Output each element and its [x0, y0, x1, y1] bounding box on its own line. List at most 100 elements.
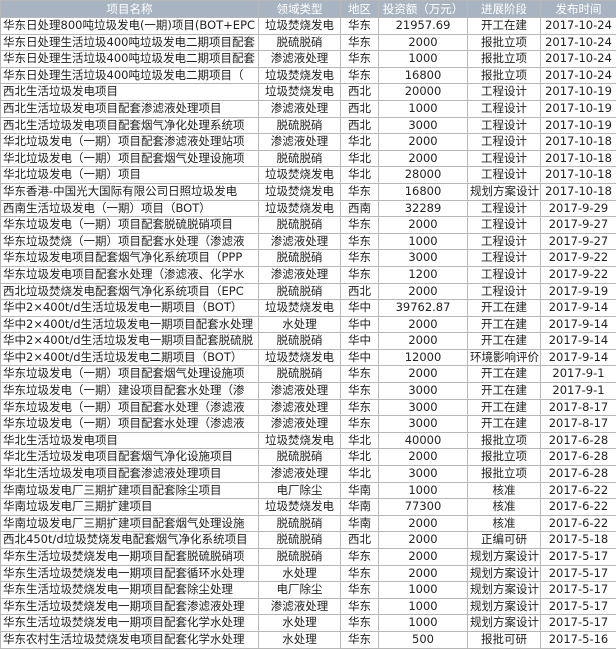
table-cell: 工程设计 [467, 166, 541, 184]
table-cell: 工程设计 [467, 265, 541, 284]
table-row: 华东垃圾发电（一期）建设项目配套水处理（渗 渗滤液处理 华东 3000 开工在建 2017… [0, 382, 616, 400]
table-cell: 工程设计 [467, 133, 541, 151]
table-row: 华东垃圾发电（一期）项目配套水处理（渗滤液 渗滤液处理 华东 3000 开工在建 2017… [0, 415, 616, 433]
table-cell: 渗滤液处理 [258, 398, 341, 417]
table-cell: 水处理 [258, 315, 341, 334]
table-cell: 华东生活垃圾焚烧发电一期项目配套除尘处理 [0, 581, 259, 599]
table-row: 华东生活垃圾焚烧发电一期项目配套除尘处理 电厂除尘 华东 1000 规划方案设计 2017… [0, 581, 616, 599]
table-cell: 垃圾焚烧发电 [258, 83, 341, 101]
table-cell: 华东垃圾发电（一期）项目配套烟气处理设施项 [0, 365, 259, 384]
table-cell: 水处理 [258, 564, 341, 583]
table-cell: 水处理 [258, 614, 341, 632]
table-cell: 2017-5-18 [540, 531, 616, 549]
table-cell: 1000 [378, 597, 468, 616]
table-cell: 华北垃圾发电（一期）项目配套烟气处理设施项 [0, 149, 259, 168]
table-cell: 华东垃圾发电（一期）项目配套水处理（渗滤液 [0, 398, 259, 417]
table-cell: 西北垃圾焚烧发电配套烟气净化系统项目（EPC [0, 282, 259, 301]
table-cell: 西北 [340, 282, 379, 301]
table-cell: 华东垃圾发电（一期）项目配套水处理（渗滤液 [0, 415, 259, 433]
table-cell: 2017-9-22 [540, 249, 616, 267]
table-cell: 2000 [378, 514, 468, 533]
table-cell: 华南垃圾发电厂三期扩建项目配套除尘项目 [0, 481, 259, 500]
table-cell: 垃圾焚烧发电 [258, 66, 341, 85]
table-cell: 西南 [340, 199, 379, 218]
table-row: 华南垃圾发电厂三期扩建项目配套除尘项目 电厂除尘 华南 1000 核准 2017-6-22 [0, 481, 616, 500]
table-cell: 华东 [340, 415, 379, 433]
table-cell: 3000 [378, 116, 468, 135]
table-cell: 2000 [378, 548, 468, 566]
table-cell: 垃圾焚烧发电 [258, 348, 341, 367]
header-row: 项目名称 领域类型 地区 投资额（万元） 进展阶段 发布时间 [0, 0, 616, 18]
table-cell: 2017-10-24 [540, 66, 616, 85]
table-cell: 32289 [378, 199, 468, 218]
table-cell: 水处理 [258, 630, 341, 649]
table-row: 华东生活垃圾焚烧发电一期项目配套渗滤液处理 渗滤液处理 华东 1000 规划方案设计 20… [0, 597, 616, 616]
table-row: 华中2×400t/d生活垃圾发电一期项目配套脱硫脱 脱硫脱硝 华中 2000 开工在建 2… [0, 332, 616, 350]
table-cell: 500 [378, 630, 468, 649]
table-row: 华东垃圾发电（一期）项目配套水处理（渗滤液 渗滤液处理 华东 3000 开工在建 2017… [0, 398, 616, 417]
table-row: 西北生活垃圾发电项目配套烟气净化处理系统项 脱硫脱硝 西北 3000 工程设计 2017-… [0, 116, 616, 135]
table-cell: 渗滤液处理 [258, 99, 341, 118]
table-cell: 2017-10-24 [540, 50, 616, 68]
table-cell: 脱硫脱硝 [258, 332, 341, 350]
table-cell: 渗滤液处理 [258, 597, 341, 616]
table-row: 华中2×400t/d生活垃圾发电二期项目（BOT） 垃圾焚烧发电 华中 12000 环境… [0, 348, 616, 367]
table-cell: 1000 [378, 481, 468, 500]
table-cell: 2017-8-17 [540, 415, 616, 433]
table-cell: 华东香港-中国光大国际有限公司日照垃圾发电 [0, 182, 259, 201]
table-cell: 1000 [378, 50, 468, 68]
table-body: 华东日处理800吨垃圾发电(一期)项目(BOT+EPC 垃圾焚烧发电 华东 21957… [0, 17, 616, 649]
table-cell: 华东 [340, 265, 379, 284]
table-cell: 华东 [340, 548, 379, 566]
table-cell: 2017-6-22 [540, 481, 616, 500]
table-row: 西北生活垃圾发电项目 垃圾焚烧发电 西北 20000 工程设计 2017-10-19 [0, 83, 616, 101]
table-cell: 华北 [340, 431, 379, 450]
table-cell: 工程设计 [467, 116, 541, 135]
table-cell: 工程设计 [467, 232, 541, 251]
table-cell: 华东 [340, 581, 379, 599]
table-cell: 核准 [467, 514, 541, 533]
table-cell: 2017-9-22 [540, 265, 616, 284]
table-cell: 西北450t/d垃圾焚烧发电配套烟气净化系统项目 [0, 531, 259, 549]
table-cell: 华东 [340, 630, 379, 649]
table-cell: 电厂除尘 [258, 581, 341, 599]
table-cell: 2000 [378, 332, 468, 350]
table-cell: 华东 [340, 614, 379, 632]
table-cell: 开工在建 [467, 17, 541, 35]
table-cell: 规划方案设计 [467, 614, 541, 632]
table-row: 华东日处理生活垃圾400吨垃圾发电二期项目配套 渗滤液处理 华东 1000 报批立项 20… [0, 50, 616, 68]
table-cell: 脱硫脱硝 [258, 365, 341, 384]
table-cell: 2017-10-18 [540, 133, 616, 151]
table-cell: 2017-9-14 [540, 299, 616, 317]
table-cell: 2000 [378, 315, 468, 334]
table-row: 华中2×400t/d生活垃圾发电一期项目（BOT） 垃圾焚烧发电 华中 39762.8… [0, 299, 616, 317]
column-header: 地区 [340, 0, 379, 18]
table-cell: 2017-10-18 [540, 166, 616, 184]
table-cell: 核准 [467, 498, 541, 516]
table-cell: 西南生活垃圾发电（一期）项目（BOT） [0, 199, 259, 218]
table-cell: 规划方案设计 [467, 597, 541, 616]
table-cell: 垃圾焚烧发电 [258, 431, 341, 450]
table-row: 华东垃圾发电（一期）项目配套烟气处理设施项 脱硫脱硝 华东 2000 开工在建 2017-… [0, 365, 616, 384]
table-cell: 1000 [378, 99, 468, 118]
table-cell: 渗滤液处理 [258, 232, 341, 251]
table-cell: 3000 [378, 398, 468, 417]
table-cell: 垃圾焚烧发电 [258, 498, 341, 516]
table-cell: 39762.87 [378, 299, 468, 317]
table-cell: 2000 [378, 282, 468, 301]
table-cell: 环境影响评价 [467, 348, 541, 367]
table-cell: 华东 [340, 232, 379, 251]
table-cell: 16800 [378, 66, 468, 85]
table-cell: 华东生活垃圾焚烧发电一期项目配套循环水处理 [0, 564, 259, 583]
table-cell: 20000 [378, 83, 468, 101]
table-cell: 40000 [378, 431, 468, 450]
table-row: 西南生活垃圾发电（一期）项目（BOT） 垃圾焚烧发电 西南 32289 工程设计 2017… [0, 199, 616, 218]
table-cell: 工程设计 [467, 199, 541, 218]
table-row: 华北垃圾发电（一期）项目配套烟气处理设施项 脱硫脱硝 华北 2000 工程设计 2017-… [0, 149, 616, 168]
table-row: 华东香港-中国光大国际有限公司日照垃圾发电 垃圾焚烧发电 华东 16800 规划方案设计… [0, 182, 616, 201]
table-cell: 西北 [340, 531, 379, 549]
table-cell: 2017-9-1 [540, 365, 616, 384]
table-cell: 脱硫脱硝 [258, 448, 341, 467]
table-row: 华东垃圾发电项目配套烟气净化系统项目（PPP 脱硫脱硝 华东 3000 工程设计 2017… [0, 249, 616, 267]
table-cell: 西北 [340, 116, 379, 135]
